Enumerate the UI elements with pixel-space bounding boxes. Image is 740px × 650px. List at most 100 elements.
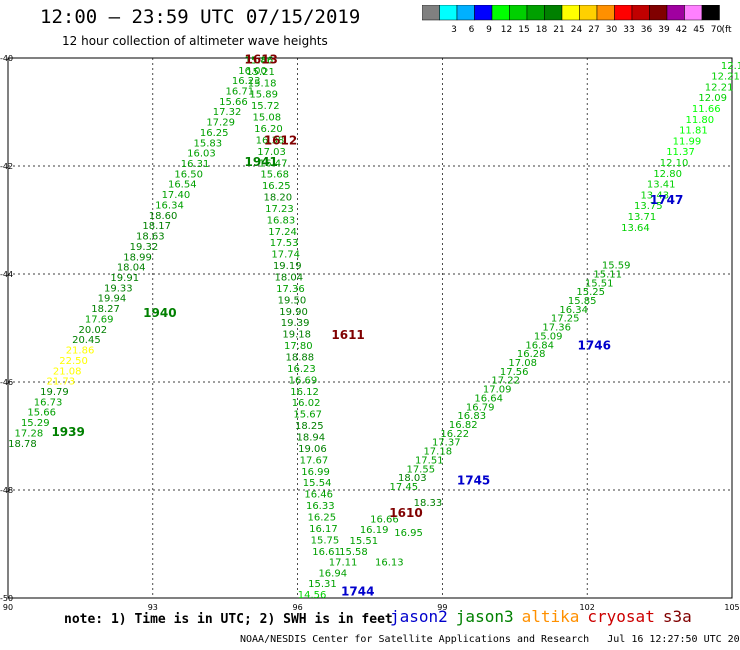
swh-value-label: 12.21 [711,72,740,83]
swh-value-label: 16.33 [306,501,335,512]
page-title: 12:00 – 23:59 UTC 07/15/2019 [40,6,361,28]
swh-value-label: 17.08 [508,358,537,369]
swh-value-label: 15.68 [260,170,289,181]
swh-value-label: 17.45 [389,482,418,493]
swh-value-label: 16.73 [34,397,63,408]
pass-time-label: 1939 [51,425,84,439]
colorbar-tick-label: 42 [676,25,687,35]
swh-value-label: 19.33 [104,283,133,294]
swh-value-label: 17.24 [268,227,297,238]
swh-value-label: 17.53 [270,238,299,249]
swh-value-label: 19.06 [298,444,327,455]
swh-value-label: 16.34 [155,200,184,211]
swh-value-label: 16.54 [168,180,197,191]
swh-value-label: 13.43 [640,190,669,201]
swh-value-label: 12.80 [653,169,682,180]
colorbar-tick-label: 21 [553,25,564,35]
swh-value-label: 17.25 [551,314,580,325]
swh-value-label: 16.25 [308,513,337,524]
swh-value-label: 22.50 [59,356,88,367]
x-tick-label: 93 [148,603,158,612]
swh-value-label: 15.75 [311,535,340,546]
swh-value-label: 16.02 [292,398,321,409]
swh-value-label: 17.32 [213,107,242,118]
swh-value-label: 18.27 [91,304,120,315]
swh-value-label: 16.00 [238,66,267,77]
swh-value-label: 16.12 [290,387,319,398]
colorbar-tick-label: 36 [641,25,653,35]
swh-value-label: 19.91 [110,273,139,284]
legend-entry-s3a: s3a [662,607,692,626]
legend-entry-cryosat: cryosat [587,607,655,626]
legend-entry-jason3: jason3 [455,607,514,626]
swh-value-label: 19.32 [130,242,159,253]
swh-value-label: 16.84 [525,340,554,351]
colorbar-tick-label: 6 [469,25,475,35]
swh-value-label: 15.08 [253,113,282,124]
swh-value-label: 16.46 [304,490,333,501]
swh-value-label: 15.67 [293,410,322,421]
swh-value-label: 12.10 [660,158,689,169]
swh-value-label: 17.29 [206,118,235,129]
pass-time-label: 1747 [650,193,683,207]
swh-value-label: 16.95 [394,528,423,539]
swh-value-label: 11.80 [686,115,715,126]
swh-value-label: 15.66 [27,408,56,419]
swh-value-label: 16.22 [440,429,469,440]
y-tick-label: -42 [0,162,13,171]
swh-value-label: 15.18 [248,78,277,89]
swh-value-label: 15.54 [303,478,332,489]
swh-value-label: 16.38 [256,135,285,146]
swh-value-label: 17.36 [276,284,305,295]
swh-value-label: 17.03 [257,147,286,158]
swh-value-label: 17.69 [85,314,114,325]
colorbar-tick-label: 9 [486,25,492,35]
swh-value-label: 17.09 [483,385,512,396]
swh-value-label: 17.51 [415,455,444,466]
swh-value-label: 15.89 [249,90,278,101]
y-tick-label: -48 [0,486,13,495]
swh-value-label: 16.23 [232,76,261,87]
y-tick-label: -46 [0,378,13,387]
swh-value-label: 17.55 [406,464,435,475]
colorbar-tick-label: 27 [588,25,599,35]
colorbar-tick-label: 18 [536,25,548,35]
colorbar-tick-label: 70 [711,25,723,35]
y-tick-label: -40 [0,54,13,63]
pass-time-label: 1612 [264,133,297,147]
swh-value-label: 15.25 [576,287,605,298]
swh-value-label: 18.04 [117,263,146,274]
swh-value-label: 16.28 [517,349,546,360]
swh-value-label: 16.99 [301,467,330,478]
swh-value-label: 16.13 [375,558,404,569]
pass-time-label: 1940 [143,306,176,320]
swh-value-label: 18.33 [414,498,443,509]
x-tick-label: 102 [580,603,595,612]
swh-value-label: 16.61 [312,547,341,558]
swh-value-label: 16.17 [309,524,338,535]
pass-time-label: 1611 [331,328,364,342]
swh-value-label: 18.94 [297,433,326,444]
pass-time-label: 1744 [341,584,374,598]
swh-value-label: 15.09 [534,331,563,342]
swh-value-label: 13.71 [628,212,657,223]
swh-value-label: 16.34 [559,305,588,316]
swh-value-label: 19.19 [273,261,302,272]
swh-value-label: 16.25 [262,181,291,192]
swh-value-label: 17.22 [491,376,520,387]
colorbar-tick-label: 33 [623,25,634,35]
swh-value-label: 18.99 [123,252,152,263]
swh-value-label: 15.51 [585,278,614,289]
swh-value-label: 17.28 [15,428,44,439]
footnote: note: 1) Time is in UTC; 2) SWH is in fe… [64,612,393,627]
swh-value-label: 16.50 [174,169,203,180]
legend-entry-jason2: jason2 [390,607,448,626]
colorbar-tick-label: 3 [451,25,457,35]
swh-value-label: 13.75 [634,201,663,212]
swh-value-label: 15.58 [339,547,368,558]
swh-value-label: 17.40 [162,190,191,201]
swh-value-label: 17.37 [432,438,461,449]
pass-time-label: 1745 [457,474,490,488]
swh-value-label: 12.21 [705,82,734,93]
